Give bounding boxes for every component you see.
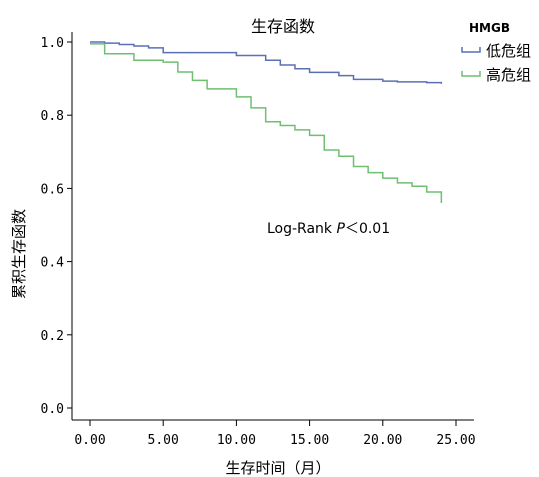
legend-swatch-1	[461, 47, 481, 53]
x-tick-label: 15.00	[290, 433, 329, 448]
y-tick-label: 0.8	[41, 109, 64, 124]
x-tick-label: 10.00	[217, 433, 256, 448]
x-tick-label: 25.00	[436, 433, 475, 448]
series-line-1	[90, 41, 443, 84]
chart-title: 生存函数	[251, 17, 315, 36]
series-layer	[90, 41, 443, 204]
x-tick-label: 20.00	[363, 433, 402, 448]
legend-label-2: 高危组	[486, 66, 531, 84]
y-tick-label: 0.0	[41, 402, 64, 417]
x-tick-label: 5.00	[148, 433, 179, 448]
x-tick-label: 0.00	[74, 433, 105, 448]
y-axis-title: 累积生存函数	[10, 209, 28, 299]
series-line-2	[90, 43, 443, 204]
y-tick-label: 1.0	[41, 36, 64, 51]
legend-swatch-2	[461, 71, 481, 77]
annotation-suffix: ＜0.01	[345, 221, 390, 237]
legend-title: HMGB	[469, 21, 510, 35]
y-tick-label: 0.6	[41, 182, 64, 197]
x-axis-title: 生存时间（月）	[225, 459, 330, 477]
annotation-prefix: Log-Rank	[267, 221, 337, 237]
log-rank-annotation: Log-Rank P＜0.01	[267, 221, 390, 237]
axes: 0.0 0.2 0.4 0.6 0.8 1.0 0.00 5.00 10.00 15.00 20.0…	[41, 32, 476, 448]
y-tick-label: 0.4	[41, 256, 65, 271]
legend-label-1: 低危组	[486, 42, 531, 60]
annotation-p: P	[337, 221, 346, 237]
y-tick-label: 0.2	[41, 329, 64, 344]
